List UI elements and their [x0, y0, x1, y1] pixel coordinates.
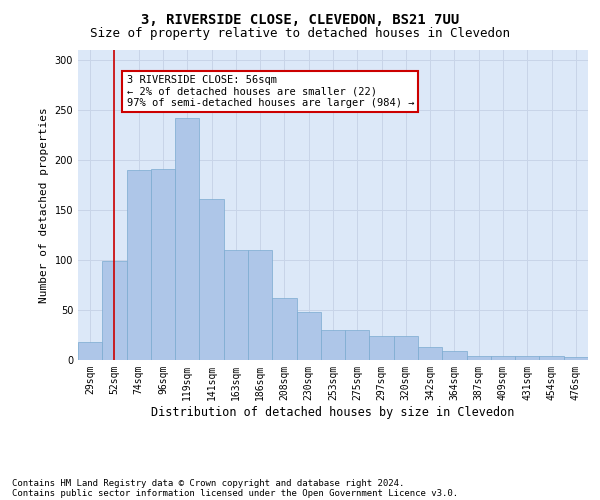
Bar [272, 298, 296, 360]
Bar [418, 347, 442, 360]
Bar [175, 118, 199, 360]
Bar [78, 342, 102, 360]
Text: Contains HM Land Registry data © Crown copyright and database right 2024.: Contains HM Land Registry data © Crown c… [12, 478, 404, 488]
Bar [248, 250, 272, 360]
Text: 3, RIVERSIDE CLOSE, CLEVEDON, BS21 7UU: 3, RIVERSIDE CLOSE, CLEVEDON, BS21 7UU [141, 12, 459, 26]
Bar [539, 356, 564, 360]
Bar [199, 199, 224, 360]
Bar [296, 312, 321, 360]
Bar [467, 356, 491, 360]
Bar [394, 336, 418, 360]
Bar [491, 356, 515, 360]
Text: 3 RIVERSIDE CLOSE: 56sqm
← 2% of detached houses are smaller (22)
97% of semi-de: 3 RIVERSIDE CLOSE: 56sqm ← 2% of detache… [127, 75, 414, 108]
Bar [102, 261, 127, 360]
Bar [564, 357, 588, 360]
Bar [345, 330, 370, 360]
Bar [224, 250, 248, 360]
Y-axis label: Number of detached properties: Number of detached properties [39, 107, 49, 303]
Text: Contains public sector information licensed under the Open Government Licence v3: Contains public sector information licen… [12, 488, 458, 498]
X-axis label: Distribution of detached houses by size in Clevedon: Distribution of detached houses by size … [151, 406, 515, 418]
Bar [127, 170, 151, 360]
Text: Size of property relative to detached houses in Clevedon: Size of property relative to detached ho… [90, 28, 510, 40]
Bar [370, 336, 394, 360]
Bar [151, 169, 175, 360]
Bar [442, 351, 467, 360]
Bar [321, 330, 345, 360]
Bar [515, 356, 539, 360]
